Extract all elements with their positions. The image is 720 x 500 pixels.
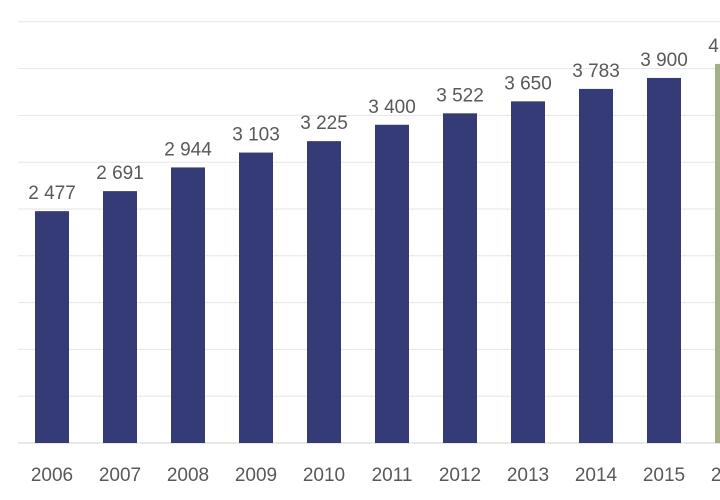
bar-2008 bbox=[171, 167, 205, 444]
x-tick-label-2009: 2009 bbox=[235, 465, 277, 486]
value-label-2008: 2 944 bbox=[164, 139, 212, 160]
value-label-2011: 3 400 bbox=[368, 97, 416, 118]
bar-2009 bbox=[239, 152, 273, 443]
bar-2011 bbox=[375, 124, 409, 443]
value-label-2010: 3 225 bbox=[300, 113, 348, 134]
value-label-2015: 3 900 bbox=[640, 50, 688, 71]
value-label-2009: 3 103 bbox=[232, 125, 280, 146]
bars bbox=[35, 63, 720, 444]
value-labels: 2 477 2 691 2 944 3 103 3 225 3 400 3 522 3 650… bbox=[28, 36, 720, 204]
bar-2016 bbox=[715, 63, 720, 444]
x-tick-label-2007: 2007 bbox=[99, 465, 141, 486]
x-tick-label-2014: 2014 bbox=[575, 465, 618, 486]
value-label-2016: 4 050 bbox=[708, 36, 720, 57]
x-tick-label-2012: 2012 bbox=[439, 465, 481, 486]
bar-2015 bbox=[647, 77, 681, 444]
x-tick-label-2010: 2010 bbox=[303, 465, 345, 486]
x-tick-label-2006: 2006 bbox=[31, 465, 73, 486]
value-label-2007: 2 691 bbox=[96, 163, 144, 184]
bar-2014 bbox=[579, 88, 613, 444]
x-axis: 2006 2007 2008 2009 2010 2011 2012 2013 2014 2015… bbox=[31, 465, 720, 486]
x-tick-label-2015: 2015 bbox=[643, 465, 685, 486]
bar-2013 bbox=[511, 101, 545, 444]
x-tick-label-2013: 2013 bbox=[507, 465, 549, 486]
x-tick-label-2016: 2016 bbox=[711, 465, 720, 486]
value-label-2014: 3 783 bbox=[572, 61, 620, 82]
bar-2007 bbox=[103, 191, 137, 443]
value-label-2013: 3 650 bbox=[504, 73, 552, 94]
x-tick-label-2011: 2011 bbox=[372, 465, 413, 486]
bar-2012 bbox=[443, 113, 477, 444]
value-label-2006: 2 477 bbox=[28, 183, 76, 204]
bar-2010 bbox=[307, 141, 341, 443]
bar-2006 bbox=[35, 211, 69, 443]
x-tick-label-2008: 2008 bbox=[167, 465, 209, 486]
value-label-2012: 3 522 bbox=[436, 85, 484, 106]
